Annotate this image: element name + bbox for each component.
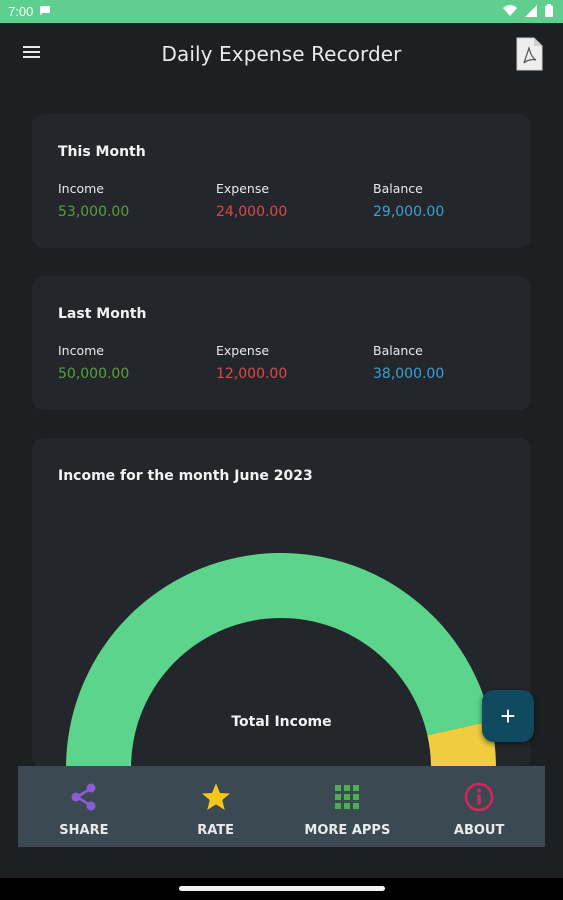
nav-about[interactable]: ABOUT <box>413 766 545 847</box>
this-month-title: This Month <box>58 144 146 160</box>
nav-rate-label: RATE <box>197 823 235 838</box>
expense-label: Expense <box>216 181 270 196</box>
battery-icon <box>545 4 553 20</box>
this-month-card: This Month Income 53,000.00 Expense 24,0… <box>32 114 531 248</box>
income-label: Income <box>58 343 104 358</box>
grid-icon <box>332 782 362 812</box>
income-gauge-chart <box>66 552 496 768</box>
last-month-title: Last Month <box>58 306 147 322</box>
nav-more-apps-label: MORE APPS <box>304 823 391 838</box>
status-time: 7:00 <box>8 4 34 19</box>
last-month-expense: Expense 12,000.00 <box>216 343 287 382</box>
nav-share-label: SHARE <box>59 823 109 838</box>
chart-title: Income for the month June 2023 <box>58 468 313 484</box>
star-icon <box>201 782 231 812</box>
expense-value: 12,000.00 <box>216 366 288 382</box>
income-chart-card: Income for the month June 2023 Total Inc… <box>32 438 531 768</box>
balance-value: 38,000.00 <box>373 366 445 382</box>
nav-more-apps[interactable]: MORE APPS <box>282 766 414 847</box>
expense-value: 24,000.00 <box>216 204 288 220</box>
plus-icon: + <box>500 700 516 731</box>
app-bar: Daily Expense Recorder <box>0 23 563 85</box>
this-month-expense: Expense 24,000.00 <box>216 181 287 220</box>
gauge-slice-1 <box>427 721 496 768</box>
nav-about-label: ABOUT <box>453 823 505 838</box>
nav-rate[interactable]: RATE <box>150 766 282 847</box>
expense-label: Expense <box>216 343 270 358</box>
share-icon <box>69 782 99 812</box>
balance-label: Balance <box>373 181 423 196</box>
add-entry-button[interactable]: + <box>482 690 534 742</box>
gauge-slice-0 <box>66 552 491 768</box>
gauge-center-label: Total Income <box>231 714 332 730</box>
last-month-balance: Balance 38,000.00 <box>373 343 444 382</box>
income-value: 50,000.00 <box>58 366 130 382</box>
income-value: 53,000.00 <box>58 204 130 220</box>
bottom-nav: SHARE RATE MORE APPS <box>18 766 545 847</box>
balance-value: 29,000.00 <box>373 204 445 220</box>
income-label: Income <box>58 181 104 196</box>
this-month-balance: Balance 29,000.00 <box>373 181 444 220</box>
wifi-icon <box>503 4 517 20</box>
last-month-card: Last Month Income 50,000.00 Expense 12,0… <box>32 276 531 410</box>
home-indicator[interactable] <box>179 886 385 891</box>
app-title: Daily Expense Recorder <box>161 42 402 66</box>
nav-share[interactable]: SHARE <box>18 766 150 847</box>
menu-icon[interactable] <box>22 43 44 63</box>
info-icon <box>464 782 494 812</box>
this-month-income: Income 53,000.00 <box>58 181 129 220</box>
balance-label: Balance <box>373 343 423 358</box>
status-bar: 7:00 <box>0 0 563 23</box>
notification-icon <box>39 4 51 19</box>
pdf-export-icon[interactable] <box>515 37 543 71</box>
signal-icon <box>525 4 537 20</box>
last-month-income: Income 50,000.00 <box>58 343 129 382</box>
